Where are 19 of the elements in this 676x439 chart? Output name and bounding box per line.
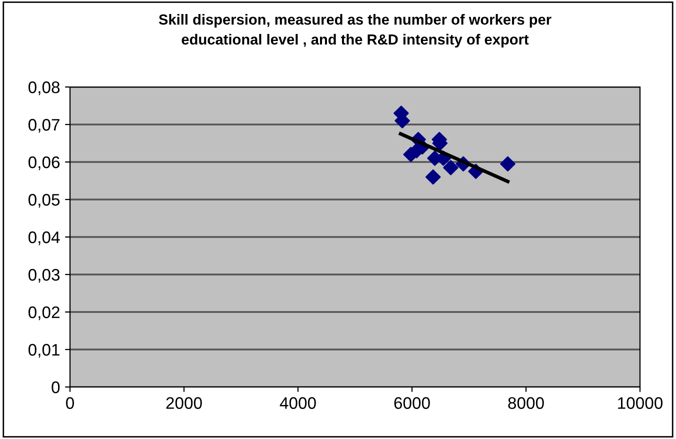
x-tick-label: 4000 <box>280 397 316 409</box>
point <box>443 160 458 176</box>
y-tick-label: 0,04 <box>28 231 60 246</box>
x-tick-label: 2000 <box>166 397 202 409</box>
x-tick-label: 8000 <box>508 397 544 409</box>
y-tick-label: 0,05 <box>28 194 60 208</box>
y-tick-label: 0,08 <box>28 81 60 96</box>
y-tick-label: 0,03 <box>28 268 60 283</box>
y-tick-label: 0,07 <box>28 118 60 133</box>
x-tick-label: 6000 <box>394 397 430 409</box>
y-tick-label: 0,02 <box>28 306 60 320</box>
y-tick-label: 0,01 <box>28 344 60 358</box>
y-tick-label: 0 <box>52 381 60 394</box>
point <box>500 156 516 172</box>
x-tick-label: 10000 <box>618 397 663 409</box>
x-tick-label: 0 <box>66 397 74 409</box>
chart-title: Skill dispersion, measured as the number of workers per educational level , and the R&D intensity of export <box>158 14 552 48</box>
point <box>425 169 441 185</box>
y-tick-label: 0,06 <box>28 156 60 170</box>
